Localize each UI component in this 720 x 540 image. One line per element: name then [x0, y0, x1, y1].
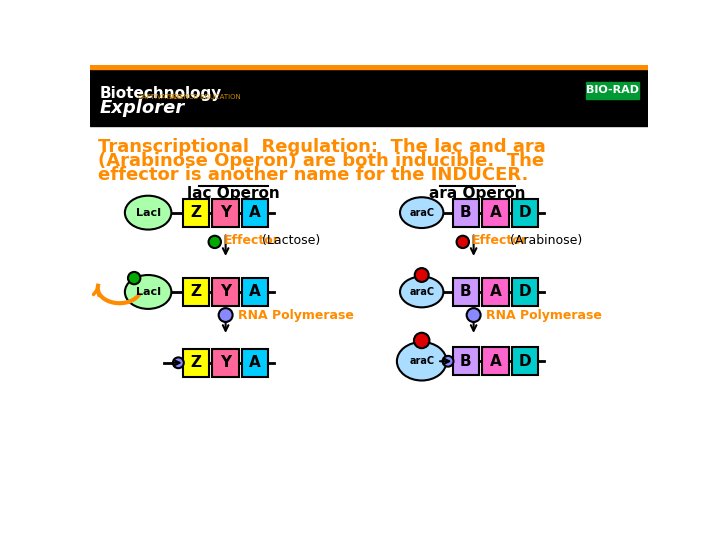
Text: araC: araC: [409, 208, 434, 218]
Text: B: B: [460, 285, 472, 300]
Text: ara Operon: ara Operon: [429, 186, 526, 201]
Circle shape: [209, 236, 221, 248]
FancyBboxPatch shape: [512, 347, 538, 375]
FancyBboxPatch shape: [482, 347, 508, 375]
Text: D: D: [518, 285, 531, 300]
Text: Z: Z: [191, 355, 202, 370]
Text: A: A: [249, 285, 261, 300]
Circle shape: [219, 308, 233, 322]
Text: A: A: [490, 285, 501, 300]
Text: Effector: Effector: [472, 234, 528, 247]
Text: B: B: [460, 354, 472, 369]
Text: Z: Z: [191, 285, 202, 300]
Bar: [90, 65, 648, 69]
Text: (Lactose): (Lactose): [258, 234, 320, 247]
Ellipse shape: [125, 275, 171, 309]
Text: A: A: [249, 205, 261, 220]
Text: RNA Polymerase: RNA Polymerase: [238, 308, 354, 321]
Text: effector is another name for the INDUCER.: effector is another name for the INDUCER…: [98, 166, 528, 184]
Circle shape: [467, 308, 481, 322]
FancyBboxPatch shape: [183, 349, 210, 377]
FancyBboxPatch shape: [482, 278, 508, 306]
Text: (Arabinose Operon) are both inducible.  The: (Arabinose Operon) are both inducible. T…: [98, 152, 544, 170]
Text: lac Operon: lac Operon: [187, 186, 280, 201]
Text: Y: Y: [220, 355, 231, 370]
FancyBboxPatch shape: [242, 349, 269, 377]
Text: araC: araC: [409, 287, 434, 297]
FancyBboxPatch shape: [512, 278, 538, 306]
Bar: [90, 65, 648, 126]
Text: Y: Y: [220, 205, 231, 220]
Circle shape: [415, 268, 428, 282]
Text: LacI: LacI: [135, 287, 161, 297]
Text: Y: Y: [220, 285, 231, 300]
Text: A: A: [490, 354, 501, 369]
Ellipse shape: [125, 195, 171, 230]
Text: Effector: Effector: [224, 234, 280, 247]
Text: LacI: LacI: [135, 208, 161, 218]
Text: D: D: [518, 205, 531, 220]
Text: CAPTIVATING: CAPTIVATING: [138, 94, 184, 100]
Text: SCIENCE EDUCATION: SCIENCE EDUCATION: [168, 94, 240, 100]
FancyBboxPatch shape: [183, 199, 210, 226]
Ellipse shape: [400, 276, 444, 307]
Text: D: D: [518, 354, 531, 369]
Text: RNA Polymerase: RNA Polymerase: [486, 308, 602, 321]
Text: A: A: [249, 355, 261, 370]
Circle shape: [456, 236, 469, 248]
Ellipse shape: [397, 342, 446, 381]
FancyBboxPatch shape: [453, 347, 479, 375]
FancyBboxPatch shape: [212, 349, 239, 377]
Text: Explorer: Explorer: [99, 99, 184, 117]
Ellipse shape: [400, 197, 444, 228]
Text: (Arabinose): (Arabinose): [506, 234, 582, 247]
FancyBboxPatch shape: [482, 199, 508, 226]
FancyBboxPatch shape: [212, 278, 239, 306]
Circle shape: [173, 357, 184, 368]
FancyBboxPatch shape: [242, 199, 269, 226]
Text: Z: Z: [191, 205, 202, 220]
FancyBboxPatch shape: [453, 199, 479, 226]
FancyBboxPatch shape: [512, 199, 538, 226]
Circle shape: [443, 356, 454, 367]
Text: BIO-RAD: BIO-RAD: [586, 85, 639, 95]
Bar: [586, 82, 639, 99]
FancyBboxPatch shape: [242, 278, 269, 306]
Circle shape: [414, 333, 429, 348]
FancyBboxPatch shape: [212, 199, 239, 226]
Text: B: B: [460, 205, 472, 220]
FancyBboxPatch shape: [183, 278, 210, 306]
Circle shape: [128, 272, 140, 284]
Text: araC: araC: [409, 356, 434, 366]
Text: Biotechnology: Biotechnology: [99, 86, 222, 102]
Text: Transcriptional  Regulation:  The lac and ara: Transcriptional Regulation: The lac and …: [98, 138, 546, 156]
FancyBboxPatch shape: [453, 278, 479, 306]
Text: A: A: [490, 205, 501, 220]
